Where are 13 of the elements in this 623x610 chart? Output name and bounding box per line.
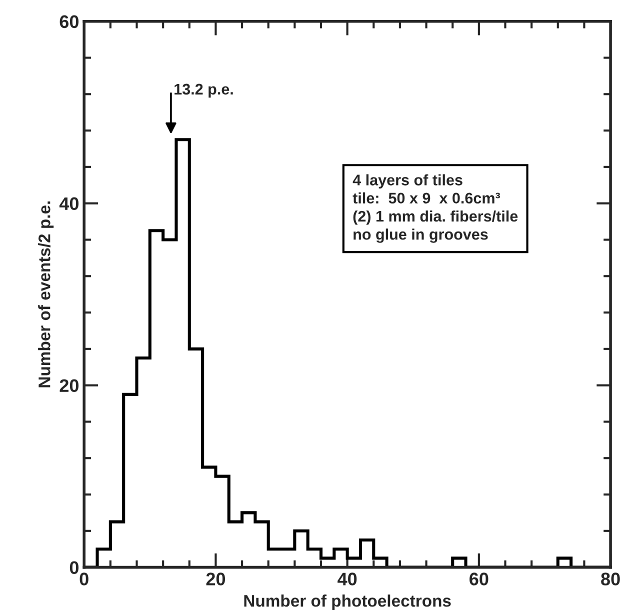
y-axis-title: Number of events/2 p.e.: [38, 201, 54, 388]
annotation: 13.2 p.e.: [174, 84, 233, 98]
y-tick-label: 60: [60, 15, 79, 28]
x-tick-label: 40: [338, 572, 357, 586]
y-tick-label: 40: [59, 197, 79, 210]
x-tick-label: 80: [601, 572, 620, 586]
y-tick-label: 20: [60, 379, 79, 392]
x-tick-label: 20: [206, 572, 226, 586]
y-tick-label: 0: [70, 561, 79, 574]
x-tick-label: 60: [470, 572, 488, 586]
annotation: 4 layers of tiles tile: 50 x 9 x 0.6cm³ (2) 1 mm dia. fibers/tile no glue in grooves: [352, 174, 518, 243]
x-tick-label: 0: [80, 572, 88, 586]
x-axis-title: Number of photoelectrons: [244, 594, 451, 610]
